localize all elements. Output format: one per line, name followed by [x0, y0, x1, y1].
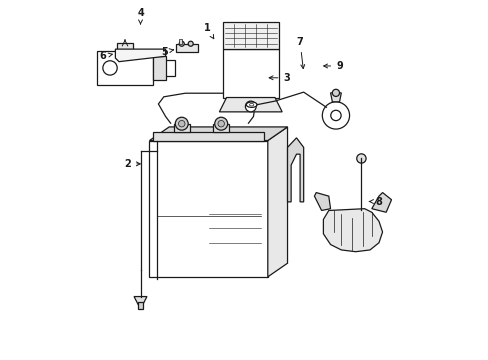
- Polygon shape: [323, 209, 382, 252]
- FancyBboxPatch shape: [176, 44, 198, 51]
- Circle shape: [179, 41, 184, 46]
- FancyBboxPatch shape: [97, 51, 153, 85]
- FancyBboxPatch shape: [223, 49, 278, 98]
- FancyBboxPatch shape: [149, 140, 267, 277]
- Polygon shape: [267, 127, 287, 277]
- Circle shape: [322, 102, 349, 129]
- Polygon shape: [149, 127, 287, 140]
- FancyBboxPatch shape: [117, 43, 133, 51]
- Text: 9: 9: [323, 61, 342, 71]
- Text: 3: 3: [268, 73, 289, 83]
- Circle shape: [102, 61, 117, 75]
- FancyBboxPatch shape: [179, 39, 182, 44]
- Circle shape: [178, 121, 184, 127]
- FancyBboxPatch shape: [138, 302, 142, 309]
- Polygon shape: [219, 98, 282, 112]
- Text: 4: 4: [137, 8, 143, 24]
- Circle shape: [245, 101, 256, 112]
- Polygon shape: [287, 138, 303, 202]
- FancyBboxPatch shape: [223, 22, 278, 49]
- Polygon shape: [314, 193, 330, 211]
- Text: 1: 1: [203, 23, 213, 39]
- Ellipse shape: [249, 103, 253, 106]
- FancyBboxPatch shape: [153, 132, 264, 140]
- Polygon shape: [115, 49, 165, 62]
- Polygon shape: [134, 297, 147, 309]
- FancyBboxPatch shape: [153, 56, 165, 80]
- Text: 7: 7: [296, 37, 304, 68]
- Circle shape: [175, 117, 188, 130]
- Circle shape: [188, 41, 193, 46]
- Circle shape: [218, 121, 224, 127]
- Text: 6: 6: [99, 51, 112, 61]
- Polygon shape: [330, 93, 341, 102]
- FancyBboxPatch shape: [174, 124, 189, 132]
- Circle shape: [330, 110, 341, 121]
- Text: 8: 8: [369, 197, 382, 207]
- Text: 5: 5: [161, 46, 173, 57]
- Circle shape: [356, 154, 366, 163]
- Circle shape: [214, 117, 227, 130]
- Ellipse shape: [246, 102, 257, 107]
- Circle shape: [332, 89, 339, 96]
- Polygon shape: [371, 193, 391, 212]
- FancyBboxPatch shape: [213, 124, 228, 132]
- Text: 2: 2: [124, 159, 140, 169]
